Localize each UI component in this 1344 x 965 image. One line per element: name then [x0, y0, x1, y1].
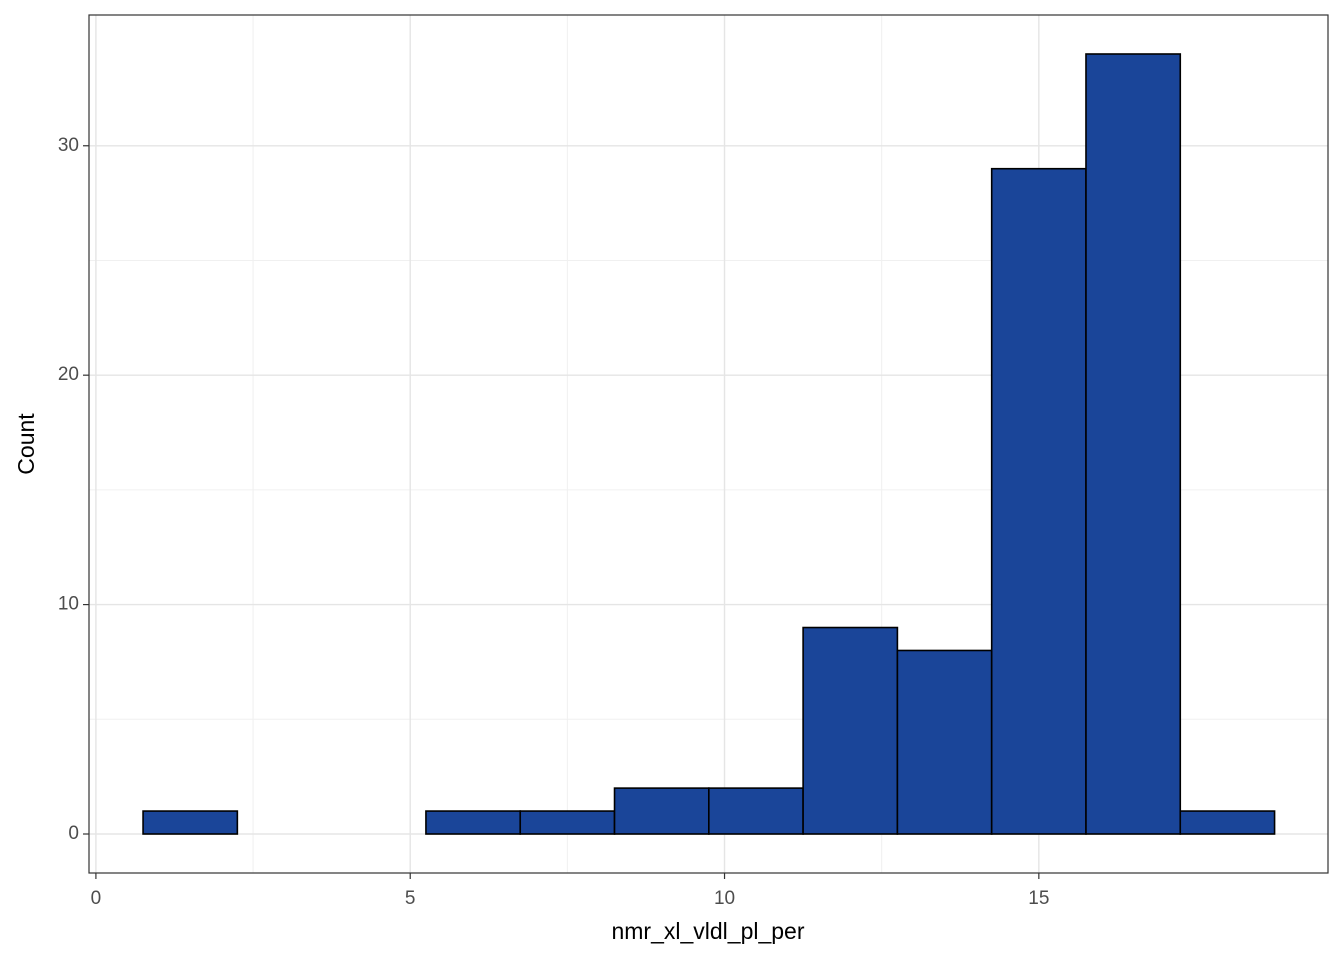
bar: [1085, 53, 1182, 835]
bar: [613, 787, 710, 835]
y-axis-title: Count: [13, 413, 39, 475]
x-tick-label: 5: [405, 888, 416, 909]
x-tick-label: 10: [714, 888, 735, 909]
bars: [142, 53, 1276, 835]
bar: [708, 787, 804, 835]
y-tick-label: 20: [58, 364, 79, 385]
panel-border: [88, 14, 1329, 874]
bar: [802, 626, 899, 835]
bar: [1179, 810, 1276, 835]
y-tick-label: 30: [58, 135, 79, 156]
x-tick-label: 0: [91, 888, 102, 909]
bar: [425, 810, 522, 835]
x-tick-label: 15: [1028, 888, 1049, 909]
y-tick-label: 0: [68, 823, 79, 844]
x-axis-title: nmr_xl_vldl_pl_per: [611, 918, 804, 944]
bar: [990, 167, 1087, 835]
bar: [896, 649, 993, 835]
bar: [519, 810, 616, 835]
bar: [142, 810, 239, 835]
y-tick-label: 10: [58, 594, 79, 615]
